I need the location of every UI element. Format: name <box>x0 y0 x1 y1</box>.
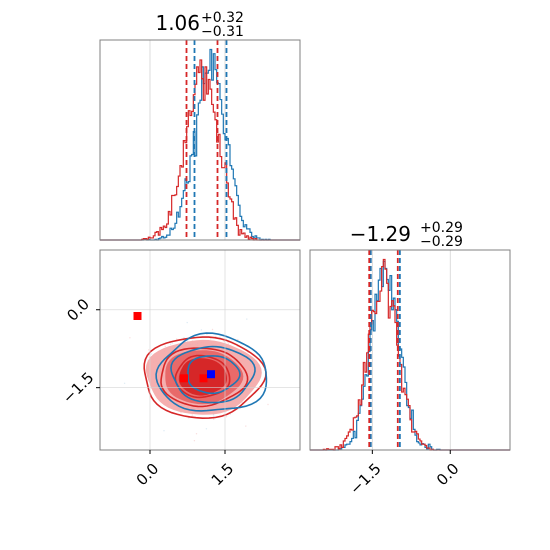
histogram-red-series <box>100 59 300 241</box>
contour-line-blue-1 <box>170 345 256 404</box>
panel-bottom-right-grid <box>371 250 451 450</box>
sample-point <box>212 414 214 416</box>
panel-bottom-right-x-ticks: −1.5 0.0 <box>346 450 463 498</box>
panel-bottom-right-frame <box>309 249 511 451</box>
panel-bottom-left-x-ticks: 0.0 1.5 <box>133 450 238 490</box>
sample-point <box>227 341 229 344</box>
panel-bottom-left-grid <box>100 250 300 450</box>
panel-bottom-right-title-main: −1.29 <box>350 222 411 246</box>
sample-point <box>175 338 178 340</box>
panel-top-left-quantile-lines <box>185 40 228 240</box>
contour-line-red-1 <box>160 347 249 408</box>
sample-point <box>171 342 174 344</box>
sample-point <box>211 328 214 331</box>
sample-point <box>206 333 208 335</box>
panel-bottom-left-frame <box>99 249 301 451</box>
panel-bottom-right-histogram: −1.5 0.0 −1.29 +0.29 −0.29 <box>309 220 511 498</box>
sample-point <box>129 337 131 339</box>
panel-bottom-left-contour: 0.0 1.5 0.0 −1.5 <box>59 249 301 490</box>
sample-point <box>245 425 247 427</box>
marker-blue-3 <box>207 370 215 379</box>
marker-red-2 <box>199 374 208 383</box>
sample-point <box>193 440 196 442</box>
panel-bottom-left-y-ticks: 0.0 −1.5 <box>59 295 100 407</box>
panel-bottom-right-title-sub: −0.29 <box>420 234 463 250</box>
sample-point <box>169 343 172 345</box>
sample-point <box>210 338 212 340</box>
sample-point <box>183 337 185 339</box>
x-tick-label-1: 1.5 <box>208 460 238 490</box>
sample-point <box>213 415 215 418</box>
x-tick-label-0: −1.5 <box>346 460 384 498</box>
contour-line-red-2 <box>174 354 231 399</box>
sample-point <box>215 335 217 338</box>
sample-point <box>187 340 189 342</box>
panel-bottom-left-markers <box>133 312 215 383</box>
x-tick-label-1: 0.0 <box>433 460 463 490</box>
panel-bottom-right-quantile-lines <box>368 250 401 450</box>
sample-point <box>205 428 208 430</box>
marker-red-0 <box>133 312 142 320</box>
sample-point <box>191 414 193 416</box>
y-tick-label-0: 0.0 <box>63 295 93 325</box>
sample-point <box>227 343 230 345</box>
panel-top-left-title-sub: −0.31 <box>201 24 244 40</box>
sample-point <box>186 321 188 324</box>
sample-point <box>164 345 166 348</box>
panel-top-left-frame <box>99 39 301 241</box>
sample-point <box>150 353 153 355</box>
sample-point <box>180 411 182 414</box>
panel-top-left-title-sup: +0.32 <box>201 10 244 26</box>
sample-point <box>200 329 203 331</box>
panel-top-left-histogram: 1.06 +0.32 −0.31 <box>99 10 301 241</box>
sample-point <box>225 416 228 418</box>
contour-line-blue-0 <box>155 332 268 412</box>
sample-point <box>237 338 239 341</box>
panel-top-left-title-main: 1.06 <box>155 11 200 35</box>
sample-point <box>195 433 198 435</box>
sample-point <box>148 349 150 351</box>
sample-point <box>223 340 225 343</box>
sample-point <box>163 430 165 432</box>
sample-point <box>146 359 148 361</box>
x-tick-label-0: 0.0 <box>133 460 163 490</box>
sample-point <box>246 318 248 320</box>
y-tick-label-1: −1.5 <box>59 369 97 407</box>
panel-top-left-background <box>100 40 300 240</box>
marker-red-1 <box>180 374 188 383</box>
panel-bottom-right-title-sup: +0.29 <box>420 220 463 236</box>
contour-line-red-0 <box>143 336 267 420</box>
sample-point <box>213 418 215 420</box>
sample-point <box>267 403 269 406</box>
sample-point <box>123 382 126 384</box>
panel-bottom-left-contour-lines <box>143 332 268 420</box>
